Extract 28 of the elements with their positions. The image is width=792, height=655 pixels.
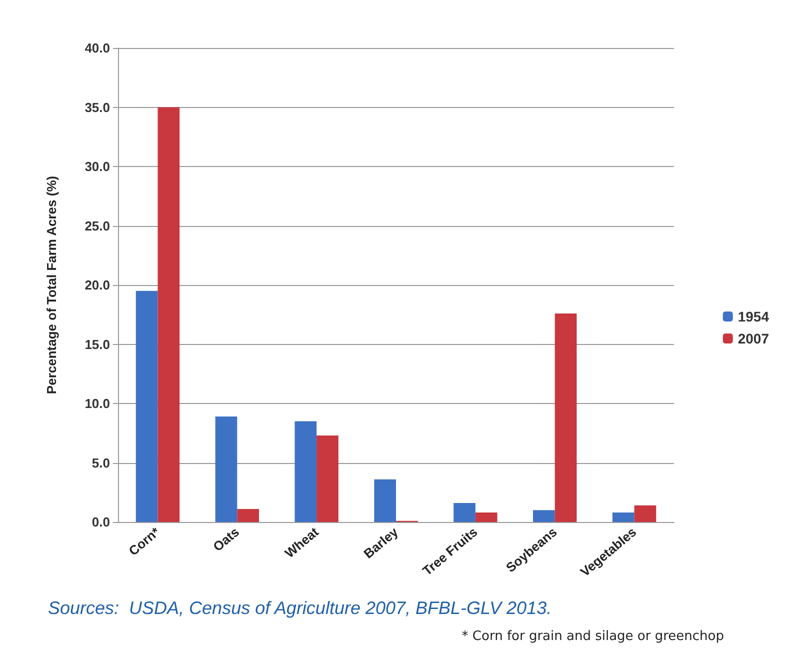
y-tick-label: 15.0 <box>84 336 110 352</box>
bar <box>533 510 555 522</box>
y-tick-label: 20.0 <box>84 278 110 292</box>
x-tick-label: Oats <box>210 524 242 554</box>
bar <box>374 479 396 522</box>
bar <box>237 508 259 522</box>
y-tick-label: 25.0 <box>84 218 110 234</box>
source-note: Sources: USDA, Census of Agriculture 2007, BFBL-GLV 2013. <box>48 598 552 618</box>
bar <box>475 512 498 522</box>
text: * Corn for grain and silage or greenchop <box>462 629 724 644</box>
bar <box>612 512 634 522</box>
y-tick-label: 40.0 <box>84 40 110 56</box>
y-tick-label: 0.0 <box>92 514 110 530</box>
bar <box>136 290 158 522</box>
bar <box>454 503 476 522</box>
bar <box>158 107 180 522</box>
bar <box>634 505 656 522</box>
bar <box>554 313 577 522</box>
bar <box>316 435 338 522</box>
y-tick-label: 30.0 <box>84 159 110 174</box>
bar <box>294 421 317 522</box>
bar <box>215 416 238 522</box>
y-axis-title: Percentage of Total Farm Acres (%) <box>44 176 59 394</box>
legend-label: 2007 <box>738 330 770 346</box>
y-tick-label: 5.0 <box>92 455 110 470</box>
y-tick-label: 10.0 <box>84 396 110 411</box>
legend-label: 1954 <box>738 308 770 324</box>
y-tick-label: 35.0 <box>84 100 110 115</box>
